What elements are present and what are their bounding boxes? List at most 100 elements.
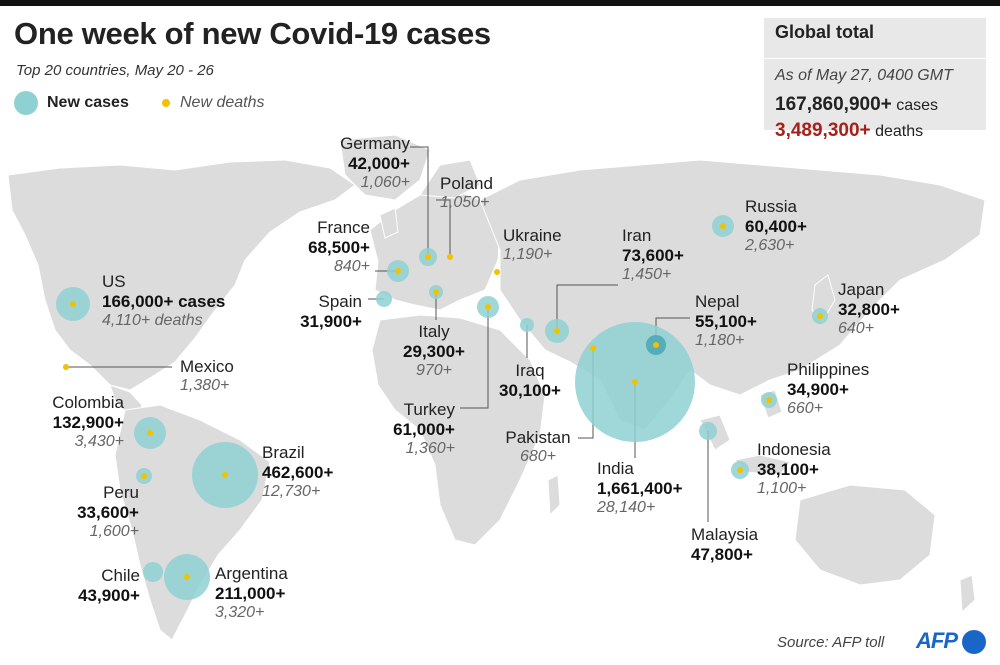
global-cases-row: 167,860,900+ cases (775, 94, 938, 116)
label-colombia-cases: 132,900+ (52, 413, 124, 432)
label-brazil-deaths: 12,730+ (262, 483, 321, 500)
label-ukraine-deaths: 1,190+ (503, 246, 553, 263)
label-india: India 1,661,400+ 28,140+ (597, 460, 683, 516)
label-peru-deaths: 1,600+ (89, 523, 139, 540)
dot-us (70, 301, 76, 307)
dot-japan (817, 313, 823, 319)
label-russia-deaths: 2,630+ (745, 237, 795, 254)
label-chile-name: Chile (101, 566, 140, 585)
label-iraq-name: Iraq (515, 361, 545, 380)
global-deaths-unit: deaths (875, 123, 924, 140)
label-italy-cases: 29,300+ (403, 342, 465, 361)
label-indonesia: Indonesia 38,100+ 1,100+ (757, 441, 831, 497)
global-total-title: Global total (775, 22, 874, 42)
label-italy-name: Italy (418, 322, 450, 341)
label-pakistan-name: Pakistan (505, 428, 571, 447)
global-total-box: Global total As of May 27, 0400 GMT 167,… (764, 18, 986, 141)
label-us-deaths: 4,110+ deaths (102, 312, 203, 329)
label-argentina: Argentina 211,000+ 3,320+ (215, 565, 288, 621)
dot-ukraine (494, 269, 500, 275)
dot-argentina (184, 574, 190, 580)
label-iran-cases: 73,600+ (622, 246, 684, 265)
dot-peru (141, 473, 147, 479)
circle-spain (376, 291, 392, 307)
circle-chile (143, 562, 163, 582)
source-note: Source: AFP toll (777, 634, 885, 651)
label-iran: Iran 73,600+ 1,450+ (622, 227, 684, 283)
label-argentina-cases: 211,000+ (215, 584, 286, 603)
label-argentina-name: Argentina (215, 564, 288, 583)
label-us-cases: 166,000+ cases (102, 292, 226, 311)
north-america-landmass (7, 159, 356, 391)
label-philippines-name: Philippines (787, 360, 870, 379)
africa-landmass (371, 314, 546, 546)
dot-nepal (653, 342, 659, 348)
legend-cases-label: New cases (47, 94, 129, 111)
dot-germany (425, 254, 431, 260)
circle-iraq (520, 318, 534, 332)
label-us-name: US (102, 272, 126, 291)
label-nepal: Nepal 55,100+ 1,180+ (695, 293, 757, 349)
label-malaysia-name: Malaysia (691, 525, 759, 544)
global-deaths-row: 3,489,300+ deaths (775, 120, 923, 142)
label-brazil-name: Brazil (262, 443, 305, 462)
label-germany-cases: 42,000+ (348, 154, 410, 173)
label-philippines-cases: 34,900+ (787, 380, 849, 399)
label-france-deaths: 840+ (333, 258, 370, 275)
label-argentina-deaths: 3,320+ (215, 604, 265, 621)
label-russia-cases: 60,400+ (745, 217, 807, 236)
legend-cases-circle-icon (14, 91, 38, 115)
label-brazil-cases: 462,600+ (262, 463, 334, 482)
dot-brazil (222, 472, 228, 478)
label-japan: Japan 32,800+ 640+ (838, 281, 900, 337)
label-russia-name: Russia (745, 197, 797, 216)
madagascar-landmass (547, 474, 561, 517)
dot-italy (433, 289, 439, 295)
label-spain-cases: 31,900+ (300, 312, 362, 331)
chart-subtitle: Top 20 countries, May 20 - 26 (16, 62, 214, 79)
dot-poland (447, 254, 453, 260)
label-poland-name: Poland (440, 174, 493, 193)
label-france-cases: 68,500+ (308, 238, 370, 257)
uk-landmass (379, 207, 399, 239)
afp-logo-text: AFP (916, 628, 958, 653)
circle-malaysia (699, 422, 717, 440)
leader-line-iran (556, 284, 618, 330)
label-colombia-deaths: 3,430+ (74, 433, 124, 450)
label-spain: Spain 31,900+ (280, 293, 362, 330)
chart-title: One week of new Covid-19 cases (14, 16, 491, 51)
leader-line-poland (436, 199, 451, 257)
label-germany-name: Germany (340, 134, 410, 153)
leader-line-germany (410, 146, 429, 257)
label-chile-cases: 43,900+ (78, 586, 140, 605)
dot-france (395, 268, 401, 274)
label-chile: Chile 43,900+ (40, 567, 140, 604)
label-ukraine-name: Ukraine (503, 226, 562, 245)
dot-iran (554, 328, 560, 334)
top-rule (0, 0, 1000, 6)
label-peru: Peru 33,600+ 1,600+ (20, 484, 139, 540)
label-colombia-name: Colombia (52, 393, 124, 412)
dot-colombia (147, 430, 153, 436)
legend-deaths-label: New deaths (180, 94, 265, 111)
label-indonesia-deaths: 1,100+ (757, 480, 807, 497)
global-divider (764, 58, 986, 59)
label-poland: Poland 1,050+ (440, 175, 493, 211)
label-iran-name: Iran (622, 226, 652, 245)
label-turkey: Turkey 61,000+ 1,360+ (360, 401, 455, 457)
label-philippines-deaths: 660+ (787, 400, 824, 417)
dot-russia (720, 223, 726, 229)
label-peru-name: Peru (103, 483, 139, 502)
label-turkey-deaths: 1,360+ (405, 440, 455, 457)
scandinavia-landmass (419, 159, 481, 199)
dot-pakistan (590, 345, 596, 351)
label-india-deaths: 28,140+ (597, 499, 656, 516)
label-indonesia-cases: 38,100+ (757, 460, 819, 479)
label-france-name: France (317, 218, 370, 237)
label-spain-name: Spain (318, 292, 362, 311)
label-india-cases: 1,661,400+ (597, 479, 683, 498)
label-mexico-name: Mexico (180, 357, 234, 376)
label-italy-deaths: 970+ (415, 362, 453, 379)
label-nepal-deaths: 1,180+ (695, 332, 745, 349)
